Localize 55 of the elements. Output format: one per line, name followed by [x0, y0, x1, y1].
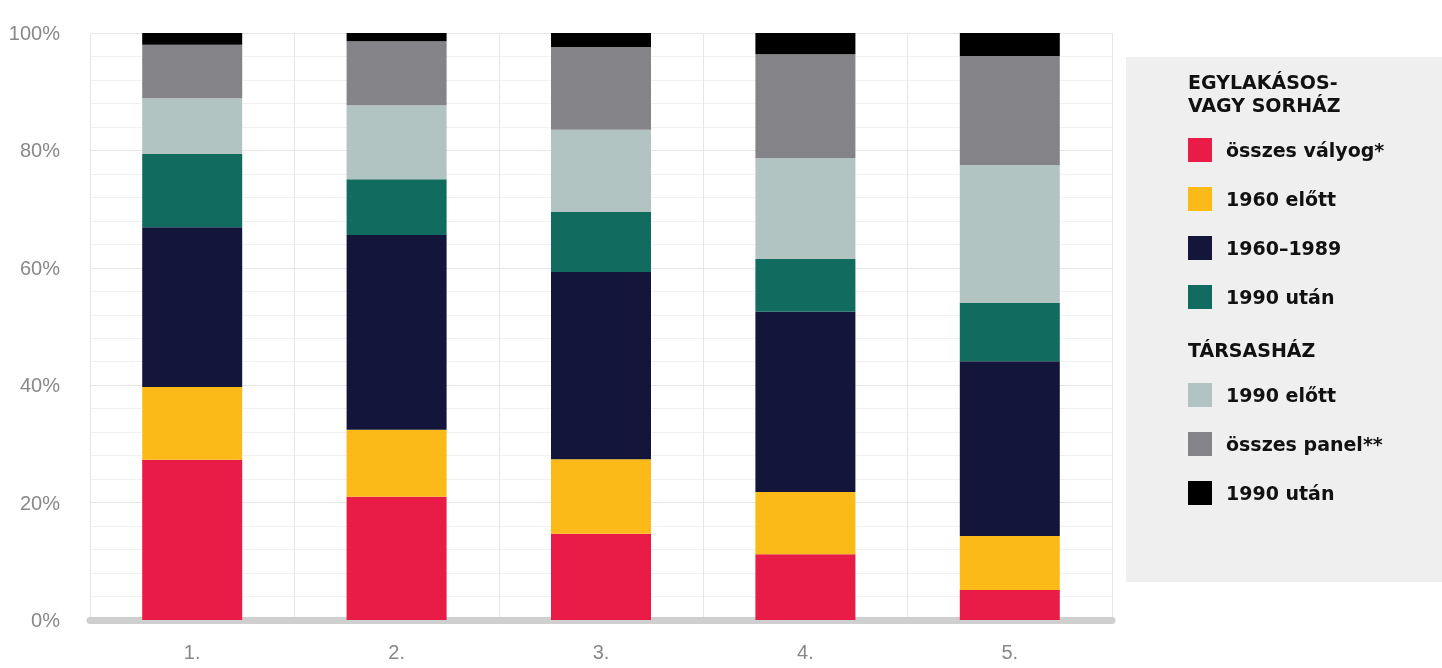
bar — [142, 386, 243, 460]
legend-label: 1990 előtt — [1226, 383, 1337, 406]
bar — [551, 212, 651, 272]
x-tick-label: 5. — [1001, 641, 1019, 663]
bar — [959, 55, 1060, 166]
bar — [142, 153, 243, 228]
bar — [755, 33, 856, 55]
bar — [959, 165, 1060, 304]
bar — [551, 459, 651, 534]
bar — [959, 303, 1060, 362]
bar — [755, 554, 856, 620]
bar — [551, 33, 651, 48]
legend-label: összes vályog* — [1226, 138, 1385, 161]
bar — [346, 105, 447, 180]
y-tick-label: 0% — [31, 609, 61, 631]
x-tick-label: 3. — [592, 641, 610, 663]
bar — [551, 129, 651, 213]
bar — [959, 590, 1060, 620]
legend-label: 1960–1989 — [1226, 236, 1342, 259]
bar — [755, 492, 856, 555]
x-tick-label: 4. — [797, 641, 814, 663]
legend-label: 1960 előtt — [1226, 187, 1337, 210]
y-tick-label: 40% — [19, 374, 61, 397]
bar — [755, 158, 856, 259]
bar — [551, 533, 651, 620]
bar — [346, 234, 447, 430]
bar — [142, 227, 243, 387]
bar — [346, 429, 447, 497]
text: TÁRSASHÁZ — [1188, 339, 1317, 362]
bar — [142, 44, 243, 99]
bar — [142, 459, 243, 620]
bar — [346, 41, 447, 106]
y-tick-label: 60% — [19, 256, 61, 279]
bar — [346, 179, 447, 235]
x-tick-label: 2. — [388, 641, 405, 663]
y-tick-label: 80% — [19, 139, 61, 162]
bar — [755, 259, 856, 312]
bar — [959, 536, 1060, 591]
bar — [551, 47, 651, 130]
x-tick-label: 1. — [183, 641, 201, 663]
legend-label: 1990 után — [1226, 285, 1335, 308]
bar — [142, 98, 243, 154]
bar — [959, 361, 1060, 537]
bar — [755, 54, 856, 159]
bar — [551, 271, 651, 460]
legend-label: összes panel** — [1226, 432, 1383, 455]
bar — [755, 311, 856, 493]
legend-title: EGYLAKÁSOS- VAGY SORHÁZ — [1188, 71, 1342, 117]
bar — [142, 33, 243, 45]
y-tick-label: 20% — [19, 491, 61, 514]
bar — [346, 33, 447, 42]
y-tick-label: 100% — [8, 22, 61, 44]
bar — [346, 496, 447, 620]
bar — [959, 33, 1060, 56]
legend-label: 1990 után — [1226, 481, 1335, 504]
